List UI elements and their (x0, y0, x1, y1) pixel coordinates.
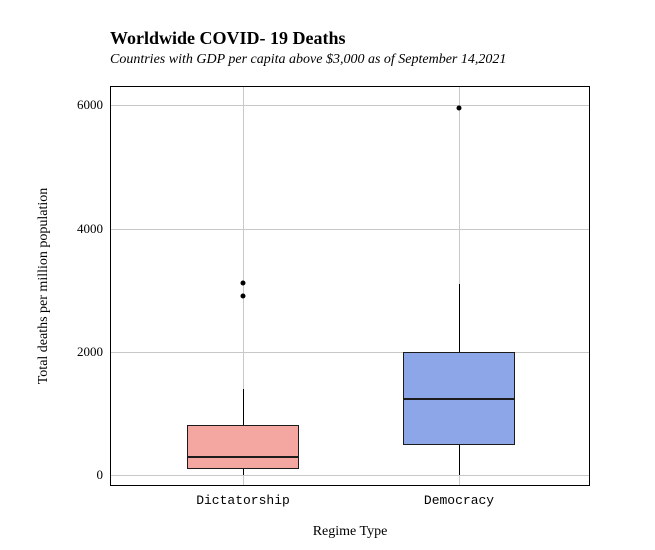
y-tick-label: 4000 (77, 221, 111, 237)
y-tick-label: 0 (97, 467, 112, 483)
median-line (187, 456, 300, 458)
chart-title: Worldwide COVID- 19 Deaths (110, 28, 346, 49)
outlier-point (457, 105, 462, 110)
y-tick-label: 2000 (77, 344, 111, 360)
x-axis-label: Regime Type (313, 524, 388, 540)
box (187, 425, 300, 469)
chart-subtitle: Countries with GDP per capita above $3,0… (110, 52, 506, 68)
outlier-point (241, 280, 246, 285)
whisker-upper (459, 284, 460, 352)
gridline-h (111, 475, 589, 476)
outlier-point (241, 294, 246, 299)
median-line (403, 398, 516, 400)
whisker-upper (243, 389, 244, 426)
whisker-lower (243, 469, 244, 475)
x-tick-label: Democracy (424, 485, 494, 508)
plot-area: 0200040006000DictatorshipDemocracy (110, 86, 590, 486)
whisker-lower (459, 445, 460, 475)
gridline-h (111, 229, 589, 230)
y-axis-label: Total deaths per million population (36, 188, 52, 385)
gridline-h (111, 105, 589, 106)
gridline-h (111, 352, 589, 353)
x-tick-label: Dictatorship (196, 485, 290, 508)
y-tick-label: 6000 (77, 97, 111, 113)
